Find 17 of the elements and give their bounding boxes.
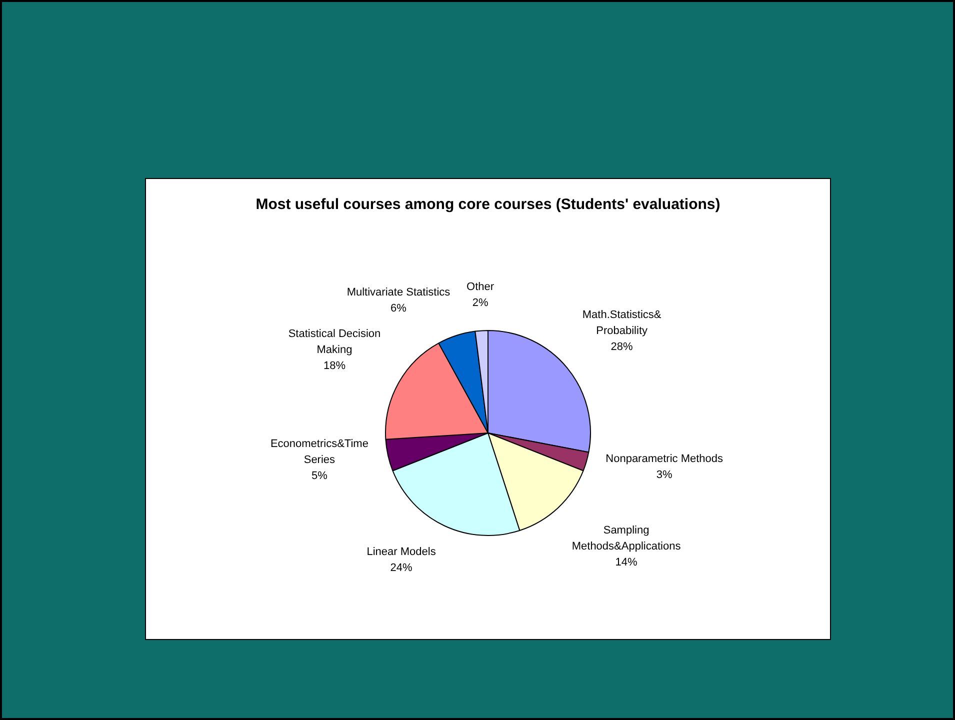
data-label: 18%: [323, 360, 346, 372]
data-label: 14%: [615, 556, 638, 568]
data-label: 6%: [390, 302, 407, 315]
slice-label: Nonparametric Methods: [606, 453, 724, 466]
chart-title: Most useful courses among core courses (Students' evaluations): [254, 195, 722, 215]
data-label: 3%: [656, 469, 672, 482]
slice-label: Math.Statistics& Probability: [582, 308, 662, 337]
slice-label: Econometrics&Time Series: [270, 438, 368, 466]
data-label: 5%: [311, 470, 328, 482]
slice-label: Multivariate Statistics: [346, 286, 451, 299]
data-label: 28%: [610, 340, 634, 353]
data-label: 2%: [472, 296, 488, 309]
slice-label: Sampling Methods&Applications: [572, 524, 682, 552]
slice-label: Other: [466, 280, 494, 293]
slice-label: Linear Models: [366, 546, 436, 558]
slice-label: Statistical Decision Making: [288, 328, 381, 356]
data-label: 24%: [390, 562, 413, 574]
